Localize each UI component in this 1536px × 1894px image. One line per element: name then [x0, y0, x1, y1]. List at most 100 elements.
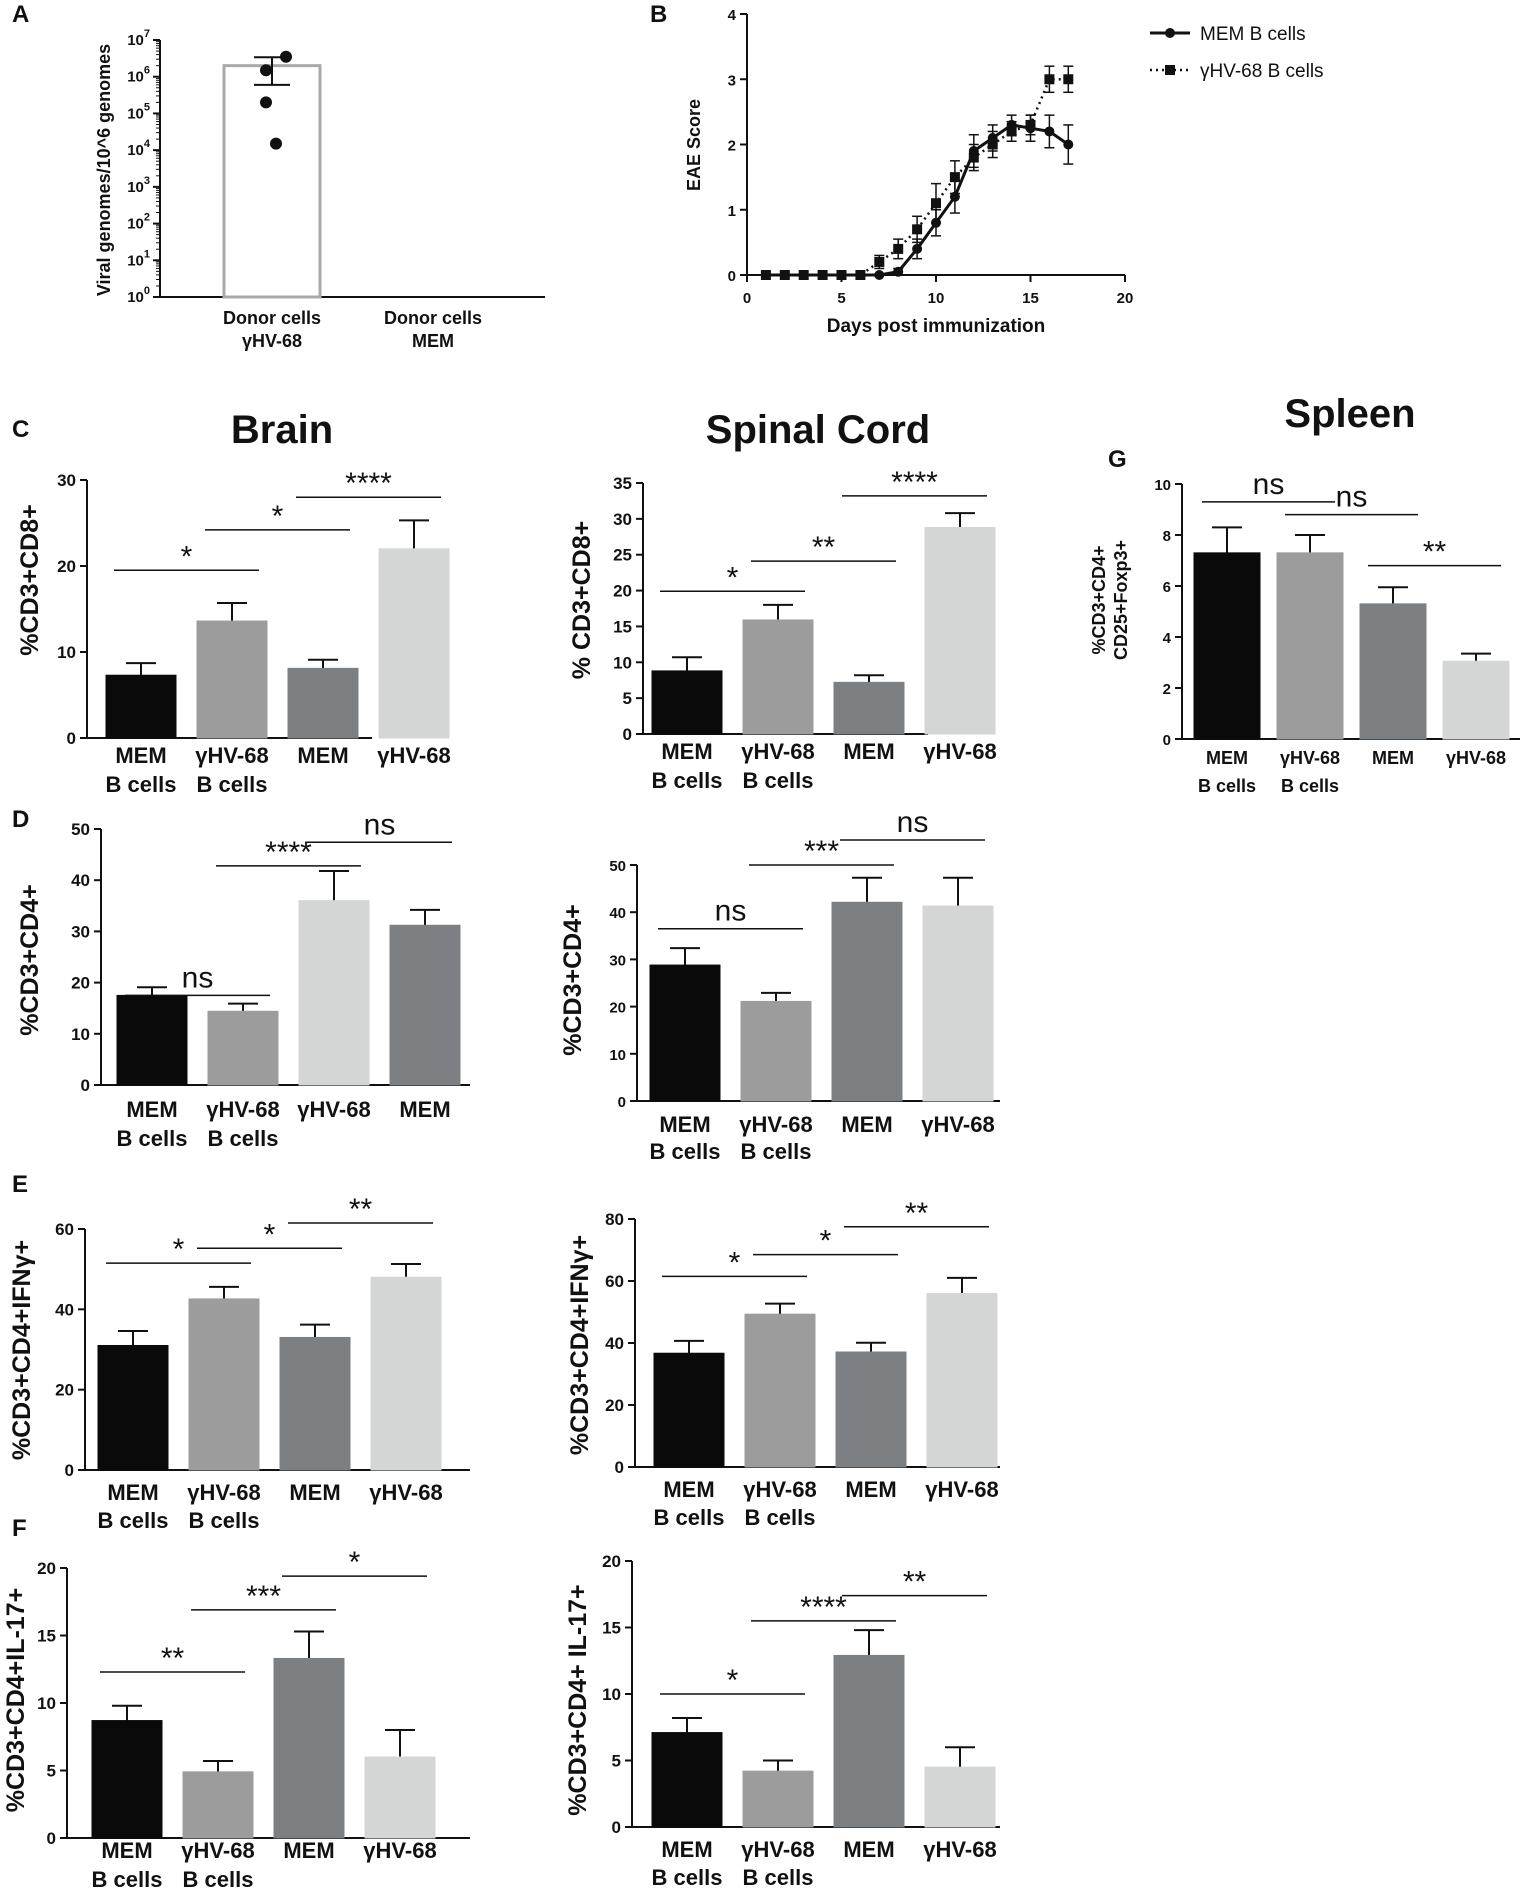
- data-point: [760, 270, 771, 280]
- tick-exponent: 5: [144, 101, 150, 113]
- category-label: B cells: [92, 1867, 163, 1892]
- y-tick-label: 102: [127, 212, 150, 233]
- significance-label: *: [264, 1218, 276, 1251]
- tick-base: 10: [127, 105, 144, 122]
- y-axis-label-line: % CD3+CD8+: [568, 521, 596, 679]
- significance-label: *: [727, 561, 739, 594]
- category-label: γHV-68: [743, 1477, 816, 1502]
- category-label: B cells: [743, 768, 814, 793]
- data-point: [817, 270, 828, 280]
- category-label: γHV-68: [297, 1097, 370, 1122]
- data-point: [260, 96, 272, 109]
- data-point: [931, 198, 941, 209]
- bar: [651, 1732, 723, 1828]
- category-label: B cells: [117, 1126, 188, 1151]
- data-point: [987, 139, 998, 150]
- panel-label: C: [12, 416, 29, 443]
- category-label: MEM: [115, 743, 166, 768]
- data-point: [949, 172, 960, 183]
- data-point: [874, 256, 885, 267]
- y-tick-label: 30: [71, 922, 90, 941]
- y-tick-label: 100: [127, 285, 150, 306]
- y-tick-label: 20: [55, 1381, 74, 1400]
- category-label: γHV-68: [921, 1112, 994, 1137]
- bar: [364, 1756, 436, 1839]
- category-label: B cells: [189, 1508, 260, 1533]
- bar: [188, 1298, 260, 1471]
- category-label: γHV-68: [925, 1477, 998, 1502]
- category-label: γHV-68: [206, 1097, 279, 1122]
- bar: [1359, 603, 1427, 740]
- data-point: [893, 266, 904, 277]
- category-label: B cells: [106, 772, 177, 797]
- y-axis-label-line: %CD3+CD4+IFNγ+: [8, 1240, 36, 1460]
- y-tick-label: 30: [609, 952, 626, 969]
- significance-label: *: [173, 1233, 185, 1266]
- category-label: B cells: [652, 1865, 723, 1890]
- y-tick-label: 60: [605, 1272, 624, 1291]
- bar: [744, 1313, 816, 1468]
- y-tick-label: 4: [728, 7, 737, 24]
- y-axis-label-line: %CD3+CD4+IFNγ+: [566, 1235, 594, 1455]
- significance-label: *: [349, 1546, 361, 1579]
- panel-label: A: [12, 1, 29, 28]
- data-point: [1044, 126, 1055, 137]
- category-label: MEM: [1206, 748, 1248, 768]
- tick-base: 10: [127, 252, 144, 269]
- y-tick-label: 6: [1163, 579, 1171, 596]
- significance-label: ****: [345, 467, 392, 500]
- bar-chart-E-spinal: 0 20 40 60 80 %CD3+CD4+IFNγ+ MEM B cells γHV-68 B…: [566, 1197, 1000, 1530]
- legend-label: MEM B cells: [1200, 24, 1306, 45]
- legend: MEM B cells γHV-68 B cells: [1150, 24, 1324, 82]
- section-title-spinal-cord: Spinal Cord: [706, 408, 930, 452]
- y-tick-label: 30: [57, 471, 76, 490]
- tick-base: 10: [127, 216, 144, 233]
- y-axis-label-line: %CD3+CD8+: [16, 504, 44, 655]
- y-tick-label: 0: [67, 729, 76, 748]
- category-label: MEM: [297, 743, 348, 768]
- tick-exponent: 4: [144, 138, 151, 150]
- panel-label: F: [12, 1515, 27, 1542]
- y-tick-label: 20: [613, 582, 632, 601]
- bar: [1276, 552, 1344, 740]
- panel-label: G: [1108, 446, 1127, 473]
- y-tick-label: 10: [57, 643, 76, 662]
- category-label: γHV-68: [195, 743, 268, 768]
- category-label: Donor cells: [223, 308, 321, 328]
- significance-label: ****: [800, 1591, 847, 1624]
- bar: [742, 619, 814, 735]
- y-tick-label: 50: [609, 858, 626, 875]
- category-label: γHV-68: [242, 331, 302, 351]
- bar: [273, 1657, 345, 1839]
- legend-label: γHV-68 B cells: [1200, 61, 1324, 82]
- y-tick-label: 101: [127, 248, 150, 269]
- category-label: γHV-68: [739, 1112, 812, 1137]
- y-tick-label: 10: [37, 1694, 56, 1713]
- category-label: MEM: [843, 739, 894, 764]
- data-point: [280, 50, 292, 63]
- y-axis-label: %CD3+CD4+IL-17+: [2, 1588, 30, 1812]
- tick-base: 10: [127, 69, 144, 86]
- category-label: γHV-68: [187, 1480, 260, 1505]
- y-tick-label: 80: [605, 1210, 624, 1229]
- y-tick-label: 15: [37, 1627, 56, 1646]
- significance-label: *: [727, 1664, 739, 1697]
- y-axis-label: %CD3+CD4+: [559, 904, 587, 1055]
- x-tick-label: 15: [1022, 290, 1039, 307]
- y-tick-label: 20: [609, 1000, 626, 1017]
- significance-label: ***: [804, 835, 839, 868]
- y-tick-label: 2: [728, 138, 736, 155]
- panel-label: D: [12, 806, 29, 833]
- bar: [287, 667, 359, 739]
- significance-label: **: [812, 531, 836, 564]
- y-tick-label: 15: [602, 1619, 621, 1638]
- bar: [389, 924, 461, 1086]
- y-tick-label: 8: [1163, 528, 1171, 545]
- data-point: [798, 270, 809, 280]
- legend-marker: [1165, 65, 1175, 75]
- y-tick-label: 0: [47, 1829, 56, 1848]
- bar: [924, 526, 996, 735]
- y-axis-label: %CD3+CD4+IFNγ+: [8, 1240, 36, 1460]
- significance-label: ****: [265, 836, 312, 869]
